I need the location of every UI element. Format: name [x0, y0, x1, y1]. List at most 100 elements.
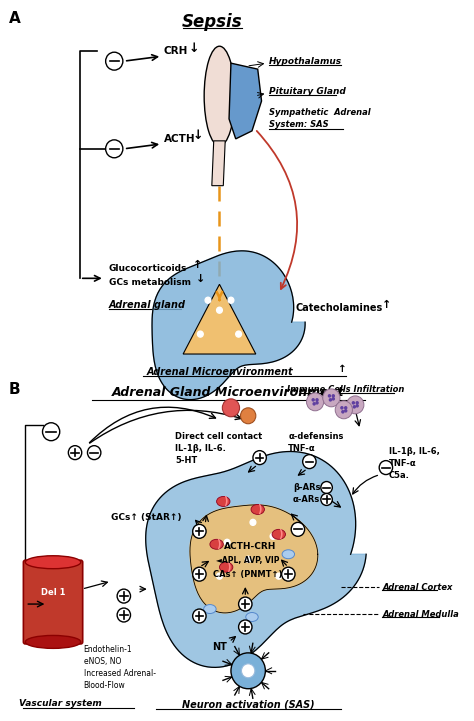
Text: Immune Cells Infiltration: Immune Cells Infiltration — [287, 386, 404, 394]
Circle shape — [270, 534, 276, 539]
Text: TNF-α: TNF-α — [389, 459, 416, 468]
Circle shape — [238, 597, 252, 611]
Text: Sympathetic  Adrenal: Sympathetic Adrenal — [269, 108, 371, 118]
Circle shape — [240, 408, 256, 424]
Circle shape — [117, 608, 130, 622]
Circle shape — [276, 573, 282, 579]
Circle shape — [332, 397, 335, 401]
Text: ACTH: ACTH — [164, 134, 196, 144]
Circle shape — [250, 519, 256, 526]
Text: ↑: ↑ — [193, 260, 202, 270]
Text: Adrenal Microenvironment: Adrenal Microenvironment — [146, 367, 293, 377]
Text: GCs metabolism: GCs metabolism — [109, 278, 191, 287]
Ellipse shape — [217, 497, 230, 506]
Text: C5a.: C5a. — [389, 471, 410, 480]
Text: ◄APL, AVP, VIP: ◄APL, AVP, VIP — [217, 556, 280, 565]
Circle shape — [341, 410, 345, 414]
Circle shape — [323, 389, 340, 407]
Circle shape — [321, 482, 332, 493]
Text: ↑: ↑ — [382, 300, 392, 310]
Circle shape — [106, 140, 123, 158]
Circle shape — [315, 401, 319, 404]
Text: β-ARs: β-ARs — [293, 483, 320, 492]
Circle shape — [344, 406, 347, 410]
Text: Adrenal Cortex: Adrenal Cortex — [382, 583, 453, 592]
Text: ): ) — [278, 529, 283, 539]
Circle shape — [245, 556, 251, 562]
Text: GCs↑ (StAR↑): GCs↑ (StAR↑) — [111, 513, 182, 522]
Circle shape — [311, 398, 315, 402]
Circle shape — [356, 404, 359, 407]
Text: ): ) — [223, 497, 228, 506]
Circle shape — [193, 609, 206, 623]
Circle shape — [353, 405, 356, 409]
Text: IL-1β, IL-6,: IL-1β, IL-6, — [389, 447, 440, 456]
Ellipse shape — [204, 46, 235, 146]
Text: ↓: ↓ — [193, 129, 203, 142]
Text: ↓: ↓ — [189, 42, 200, 55]
Circle shape — [346, 396, 364, 414]
Circle shape — [356, 401, 359, 404]
Polygon shape — [212, 141, 225, 186]
Ellipse shape — [210, 539, 223, 549]
Circle shape — [198, 331, 203, 337]
Text: Adrenal gland: Adrenal gland — [109, 300, 185, 310]
Ellipse shape — [251, 505, 264, 514]
Circle shape — [253, 451, 266, 464]
Circle shape — [228, 297, 234, 304]
Text: Vascular system: Vascular system — [19, 699, 102, 708]
Polygon shape — [183, 284, 256, 354]
Text: Pituitary Gland: Pituitary Gland — [269, 87, 346, 96]
Text: ACTH-CRH: ACTH-CRH — [224, 541, 276, 551]
Polygon shape — [190, 505, 318, 613]
Text: Sepsis: Sepsis — [182, 14, 242, 31]
Text: ): ) — [257, 505, 262, 514]
Circle shape — [303, 455, 316, 469]
Text: IL-1β, IL-6.: IL-1β, IL-6. — [175, 444, 227, 454]
FancyArrowPatch shape — [257, 131, 297, 289]
Polygon shape — [146, 451, 366, 668]
Text: Direct cell contact: Direct cell contact — [175, 432, 263, 441]
Text: ↓: ↓ — [196, 274, 205, 284]
Circle shape — [328, 398, 332, 402]
Text: ↑: ↑ — [338, 364, 347, 374]
Circle shape — [335, 401, 352, 419]
Text: CRH: CRH — [164, 46, 188, 56]
Text: Blood-Flow: Blood-Flow — [83, 681, 126, 690]
Circle shape — [379, 461, 392, 474]
Text: A: A — [9, 12, 21, 27]
Text: Hypothalamus: Hypothalamus — [269, 57, 342, 66]
Text: Del 1: Del 1 — [41, 588, 65, 596]
Circle shape — [340, 406, 344, 410]
Circle shape — [222, 399, 239, 417]
Text: Glucocorticoids: Glucocorticoids — [109, 264, 187, 273]
Text: 5-HT: 5-HT — [175, 456, 198, 465]
Circle shape — [217, 573, 222, 579]
Ellipse shape — [25, 635, 81, 648]
Circle shape — [344, 409, 347, 412]
Circle shape — [193, 524, 206, 539]
Circle shape — [68, 446, 82, 459]
Circle shape — [241, 664, 255, 678]
Ellipse shape — [272, 529, 285, 539]
Circle shape — [231, 653, 265, 689]
Polygon shape — [229, 63, 262, 139]
Text: Adrenal Gland Microenvironment: Adrenal Gland Microenvironment — [112, 386, 344, 399]
Text: Adrenal Medulla: Adrenal Medulla — [382, 609, 459, 619]
Circle shape — [315, 398, 319, 402]
Ellipse shape — [219, 562, 233, 572]
Text: Neuron activation (SAS): Neuron activation (SAS) — [182, 699, 314, 709]
Circle shape — [328, 394, 331, 398]
Circle shape — [282, 567, 295, 581]
Circle shape — [291, 523, 305, 536]
Text: Increased Adrenal-: Increased Adrenal- — [83, 669, 155, 678]
Circle shape — [117, 589, 130, 603]
Text: B: B — [9, 382, 21, 397]
Text: Catecholamines: Catecholamines — [296, 304, 383, 313]
Circle shape — [236, 331, 241, 337]
Circle shape — [307, 393, 324, 411]
Ellipse shape — [246, 613, 258, 622]
Text: α-defensins: α-defensins — [288, 432, 344, 441]
Text: Endothelin-1: Endothelin-1 — [83, 645, 132, 655]
Circle shape — [193, 567, 206, 581]
